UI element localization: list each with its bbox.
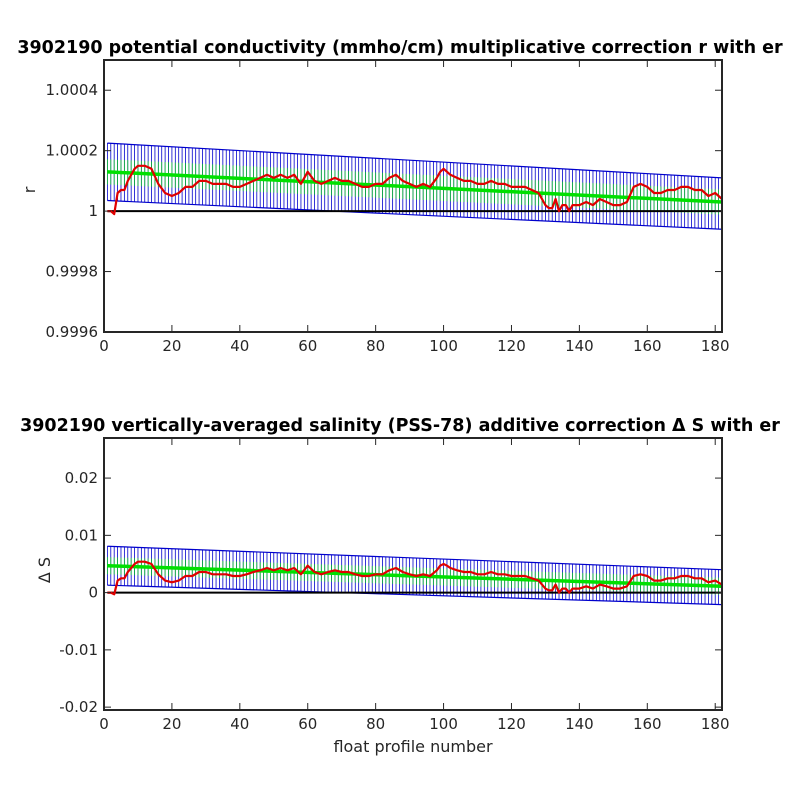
bottom-chart-x-tick-label: 0 bbox=[99, 715, 109, 733]
bottom-chart-x-tick-label: 60 bbox=[298, 715, 317, 733]
bottom-chart-x-tick-label: 20 bbox=[162, 715, 181, 733]
bottom-chart-y-tick-label: -0.02 bbox=[59, 698, 98, 716]
top-chart-measured-line bbox=[107, 164, 722, 216]
top-chart-x-tick-label: 40 bbox=[230, 337, 249, 355]
bottom-chart-x-tick-label: 40 bbox=[230, 715, 249, 733]
bottom-chart-y-tick-label: 0 bbox=[88, 584, 98, 602]
bottom-chart-x-tick-label: 120 bbox=[497, 715, 526, 733]
bottom-chart-title: 3902190 vertically-averaged salinity (PS… bbox=[20, 416, 780, 436]
top-chart-x-tick-label: 80 bbox=[366, 337, 385, 355]
top-chart-y-tick-label: 0.9996 bbox=[46, 323, 99, 341]
bottom-chart-y-axis-label: Δ S bbox=[35, 557, 54, 583]
bottom-chart-y-tick-label: -0.01 bbox=[59, 641, 98, 659]
bottom-chart-x-axis-label: float profile number bbox=[333, 737, 493, 756]
top-chart-plot-area: 0 20 40 60 80 100 120 140 160 180 1.0004 1.0002 1 0.9… bbox=[46, 59, 730, 355]
bottom-chart-series-layer bbox=[106, 545, 722, 606]
top-chart-x-tick-label: 140 bbox=[565, 337, 594, 355]
top-chart-y-tick-label: 1 bbox=[88, 202, 98, 220]
top-chart-x-tick-label: 60 bbox=[298, 337, 317, 355]
top-chart-axes-box bbox=[103, 59, 723, 333]
top-chart-x-tick-label: 120 bbox=[497, 337, 526, 355]
bottom-chart-x-tick-label: 160 bbox=[633, 715, 662, 733]
top-chart-y-tick-label: 1.0002 bbox=[46, 142, 99, 160]
bottom-chart-x-tick-label: 100 bbox=[429, 715, 458, 733]
bottom-chart-measured-line bbox=[107, 560, 722, 596]
top-chart-x-tick-label: 160 bbox=[633, 337, 662, 355]
top-chart-series-layer bbox=[106, 142, 722, 230]
top-chart-x-tick-label: 0 bbox=[99, 337, 109, 355]
bottom-chart-plot-area: 0 20 40 60 80 100 120 140 160 180 0.02 0.01 0 -0.01 -0… bbox=[59, 437, 730, 733]
bottom-chart-y-tick-label: 0.01 bbox=[65, 526, 98, 544]
bottom-chart-error-upper-line bbox=[107, 545, 722, 571]
bottom-chart-y-tick-label: 0.02 bbox=[65, 469, 98, 487]
top-chart-error-upper-line bbox=[107, 142, 722, 179]
bottom-chart-x-tick-label: 80 bbox=[366, 715, 385, 733]
top-chart-y-axis-label: r bbox=[20, 186, 39, 193]
top-chart-title: 3902190 potential conductivity (mmho/cm)… bbox=[17, 38, 783, 58]
top-chart-error-lower-line bbox=[107, 199, 722, 230]
bottom-chart-x-tick-label: 180 bbox=[701, 715, 730, 733]
top-chart-y-tick-label: 1.0004 bbox=[46, 81, 99, 99]
top-chart-x-tick-label: 100 bbox=[429, 337, 458, 355]
bottom-chart-error-lower-line bbox=[107, 584, 722, 606]
bottom-chart-x-tick-label: 140 bbox=[565, 715, 594, 733]
bottom-chart-axes-box bbox=[103, 437, 723, 711]
top-chart-y-tick-label: 0.9998 bbox=[46, 263, 99, 281]
top-chart-x-tick-label: 180 bbox=[701, 337, 730, 355]
top-chart-x-tick-label: 20 bbox=[162, 337, 181, 355]
